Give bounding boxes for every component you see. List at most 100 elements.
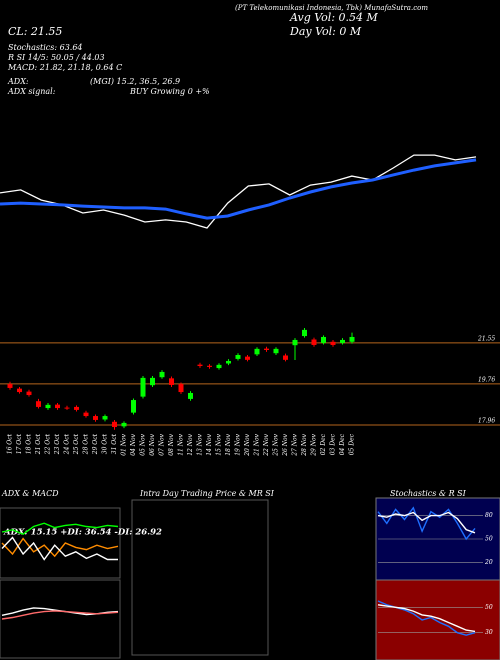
candle-body	[121, 422, 127, 427]
candle-body	[26, 391, 32, 396]
candle-body	[64, 407, 70, 409]
x-tick-label: 06 Nov	[149, 433, 156, 455]
x-tick-label: 01 Nov	[121, 433, 128, 455]
header-line: MACD: 21.82, 21.18, 0.64 C	[7, 63, 122, 72]
x-tick-label: 23 Oct	[54, 433, 61, 455]
candle-body	[264, 348, 269, 350]
x-tick-label: 12 Nov	[187, 433, 194, 455]
y-tick-label: 50	[485, 536, 493, 543]
x-tick-label: 20 Nov	[244, 433, 251, 456]
y-tick-label: 80	[485, 512, 493, 519]
x-tick-label: 19 Nov	[235, 433, 242, 455]
candle-body	[254, 348, 260, 355]
x-tick-label: 03 Dec	[330, 433, 337, 455]
panel-background	[375, 579, 500, 660]
candle-body	[74, 406, 79, 410]
line-series	[1, 522, 119, 535]
line-series	[377, 511, 476, 534]
x-tick-label: 26 Nov	[282, 433, 289, 456]
candle-body	[330, 341, 336, 345]
line-series	[377, 506, 476, 541]
x-tick-label: 21 Oct	[35, 433, 42, 455]
x-tick-label: 14 Nov	[206, 433, 213, 455]
header-line: (MGI) 15.2, 36.5, 26.9	[90, 77, 180, 86]
candle-body	[45, 404, 51, 409]
y-tick-label: 50	[485, 604, 493, 611]
x-tick-label: 21 Nov	[254, 433, 261, 456]
header-line: Day Vol: 0 M	[289, 25, 362, 38]
x-tick-label: 25 Oct	[73, 433, 80, 455]
candle-body	[140, 377, 146, 397]
panel-title: Stochastics & R SI	[390, 489, 467, 498]
candle-body	[207, 365, 212, 367]
x-tick-label: 25 Nov	[273, 433, 280, 456]
x-tick-label: 17 Oct	[16, 433, 23, 454]
candle-body	[197, 364, 203, 366]
line-series	[377, 604, 476, 633]
x-tick-label: 07 Nov	[159, 433, 166, 455]
candle-body	[150, 377, 155, 386]
candle-body	[36, 401, 41, 407]
y-tick-label: 19.76	[478, 376, 495, 383]
candle-body	[311, 339, 317, 345]
candle-body	[216, 364, 222, 369]
header-line: BUY Growing 0 +%	[129, 87, 210, 96]
candle-body	[17, 388, 22, 393]
candle-body	[235, 355, 241, 359]
candle-body	[112, 421, 117, 428]
x-tick-label: 22 Nov	[263, 433, 270, 456]
candle-body	[226, 360, 231, 364]
x-tick-label: 05 Nov	[140, 433, 147, 455]
header-line: (PT Telekomunikasi Indonesia, Tbk) Munaf…	[235, 4, 428, 12]
candle-body	[178, 384, 184, 393]
y-tick-label: 30	[485, 629, 493, 636]
line-series	[1, 610, 119, 620]
y-tick-label: 20	[484, 559, 493, 566]
panel-subtitle: ADX: 15.15 +DI: 36.54 -DI: 26.92	[3, 528, 162, 538]
candle-body	[245, 356, 250, 360]
candle-body	[102, 416, 108, 420]
adx-panel	[0, 507, 121, 579]
y-tick-label: 17.96	[478, 417, 495, 424]
x-tick-label: 04 Nov	[130, 433, 137, 455]
x-tick-label: 11 Nov	[178, 433, 185, 455]
line-series	[1, 536, 118, 561]
x-tick-label: 15 Nov	[216, 433, 223, 455]
x-tick-label: 22 Oct	[45, 433, 52, 455]
x-tick-label: 24 Oct	[64, 433, 71, 455]
line-series	[1, 537, 119, 558]
candle-body	[93, 416, 98, 420]
x-tick-label: 30 Oct	[102, 433, 109, 454]
candle-body	[302, 329, 307, 337]
macd-panel	[0, 579, 121, 659]
x-tick-label: 18 Oct	[26, 433, 33, 454]
panel-title: ADX & MACD	[1, 489, 59, 498]
header-line: ADX signal:	[7, 87, 56, 96]
header-line: Avg Vol: 0.54 M	[289, 11, 379, 24]
x-tick-label: 18 Nov	[225, 433, 232, 455]
line-series	[0, 158, 477, 220]
candle-body	[349, 336, 355, 342]
x-tick-label: 04 Dec	[339, 433, 346, 455]
x-tick-label: 05 Dec	[349, 433, 356, 455]
header-line: ADX:	[7, 77, 29, 86]
x-tick-label: 28 Oct	[83, 433, 90, 455]
candle-body	[169, 378, 174, 385]
header-line: CL: 21.55	[8, 25, 62, 38]
candle-body	[83, 412, 89, 417]
candle-body	[340, 339, 345, 343]
x-tick-label: 29 Oct	[92, 433, 99, 455]
candle-body	[283, 355, 288, 360]
candle-body	[188, 392, 193, 399]
x-tick-label: 02 Dec	[320, 433, 327, 455]
candle-body	[273, 348, 279, 354]
intraday-panel	[131, 499, 269, 656]
x-tick-label: 28 Nov	[301, 433, 308, 456]
candle-body	[131, 400, 136, 413]
y-tick-label: 21.55	[477, 335, 495, 342]
candle-body	[292, 339, 298, 346]
x-tick-label: 13 Nov	[197, 433, 204, 455]
x-tick-label: 27 Nov	[292, 433, 299, 456]
x-tick-label: 29 Nov	[311, 433, 318, 456]
